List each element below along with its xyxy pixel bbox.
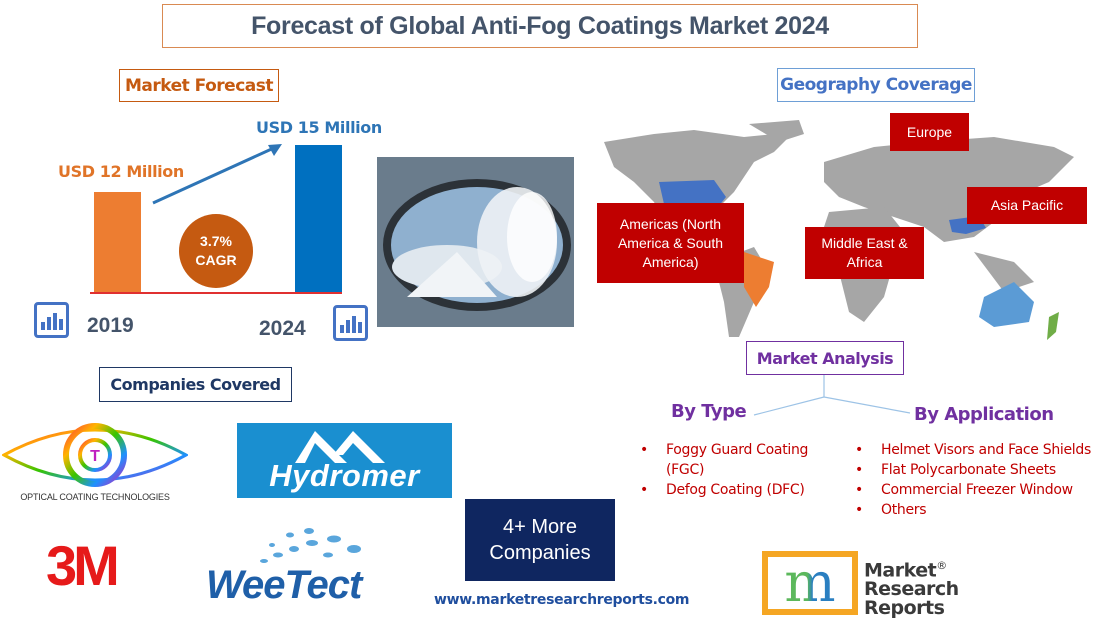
brand-line-1: Market <box>864 559 937 582</box>
bar-2019 <box>94 192 141 292</box>
analysis-connector <box>753 375 911 416</box>
page-title: Forecast of Global Anti-Fog Coatings Mar… <box>251 11 829 40</box>
registered-mark: ® <box>936 559 947 572</box>
cagr-value: 3.7% <box>200 233 232 249</box>
by-application-list: Helmet Visors and Face Shields Flat Poly… <box>855 440 1100 520</box>
region-middle-east-africa: Middle East & Africa <box>805 227 924 279</box>
new-zealand-highlight <box>1047 312 1059 340</box>
list-item: Commercial Freezer Window <box>855 480 1100 500</box>
list-item: Helmet Visors and Face Shields <box>855 440 1100 460</box>
region-americas: Americas (North America & South America) <box>597 203 744 283</box>
value-label-2019: USD 12 Million <box>58 162 184 181</box>
market-forecast-heading: Market Forecast <box>119 69 279 102</box>
goggle-illustration <box>377 157 574 327</box>
companies-covered-heading: Companies Covered <box>99 367 292 402</box>
weetect-dots-icon <box>260 528 361 563</box>
mrr-logo-icon: m <box>762 551 858 615</box>
brand-line-2: Research <box>864 578 959 601</box>
value-label-2024: USD 15 Million <box>256 118 382 137</box>
by-application-heading: By Application <box>914 404 1054 425</box>
region-europe: Europe <box>890 113 969 151</box>
australia-highlight <box>979 282 1034 327</box>
hydromer-mark-icon <box>295 431 385 463</box>
optical-coating-logo-icon: T <box>2 423 188 487</box>
bar-chart-icon <box>34 302 69 338</box>
year-2019: 2019 <box>87 314 134 337</box>
mrr-brand-text: Market® Research Reports <box>864 556 959 618</box>
hydromer-logo: Hydromer <box>237 423 452 498</box>
more-companies-line1: 4+ More <box>503 516 577 538</box>
bar-chart-icon <box>333 305 368 341</box>
more-companies-line2: Companies <box>489 542 591 564</box>
growth-arrow-icon <box>152 144 282 205</box>
optical-coating-name: OPTICAL COATING TECHNOLOGIES <box>20 492 170 502</box>
by-type-list: Foggy Guard Coating (FGC) Defog Coating … <box>640 440 820 500</box>
list-item: Foggy Guard Coating (FGC) <box>640 440 820 480</box>
bar-2024 <box>295 145 342 292</box>
cagr-label: CAGR <box>195 252 237 268</box>
brand-line-3: Reports <box>864 597 945 620</box>
list-item: Others <box>855 500 1100 520</box>
svg-text:T: T <box>90 448 100 465</box>
title-box: Forecast of Global Anti-Fog Coatings Mar… <box>162 4 918 48</box>
geography-coverage-heading: Geography Coverage <box>777 68 975 102</box>
3m-logo: 3M <box>46 534 120 597</box>
by-type-heading: By Type <box>671 401 747 422</box>
weetect-logo: WeeTect <box>206 563 362 607</box>
region-asia-pacific: Asia Pacific <box>967 187 1087 224</box>
list-item: Flat Polycarbonate Sheets <box>855 460 1100 480</box>
brazil-highlight <box>744 252 774 307</box>
chart-baseline <box>90 292 342 294</box>
hydromer-name: Hydromer <box>269 458 420 493</box>
website-link[interactable]: www.marketresearchreports.com <box>434 592 690 608</box>
market-analysis-heading: Market Analysis <box>746 341 904 375</box>
goggle-image <box>377 157 574 327</box>
list-item: Defog Coating (DFC) <box>640 480 820 500</box>
mrr-mark: m <box>784 551 836 614</box>
year-2024: 2024 <box>259 317 306 340</box>
more-companies-box: 4+ More Companies <box>465 499 615 581</box>
cagr-badge: 3.7% CAGR <box>179 214 253 288</box>
